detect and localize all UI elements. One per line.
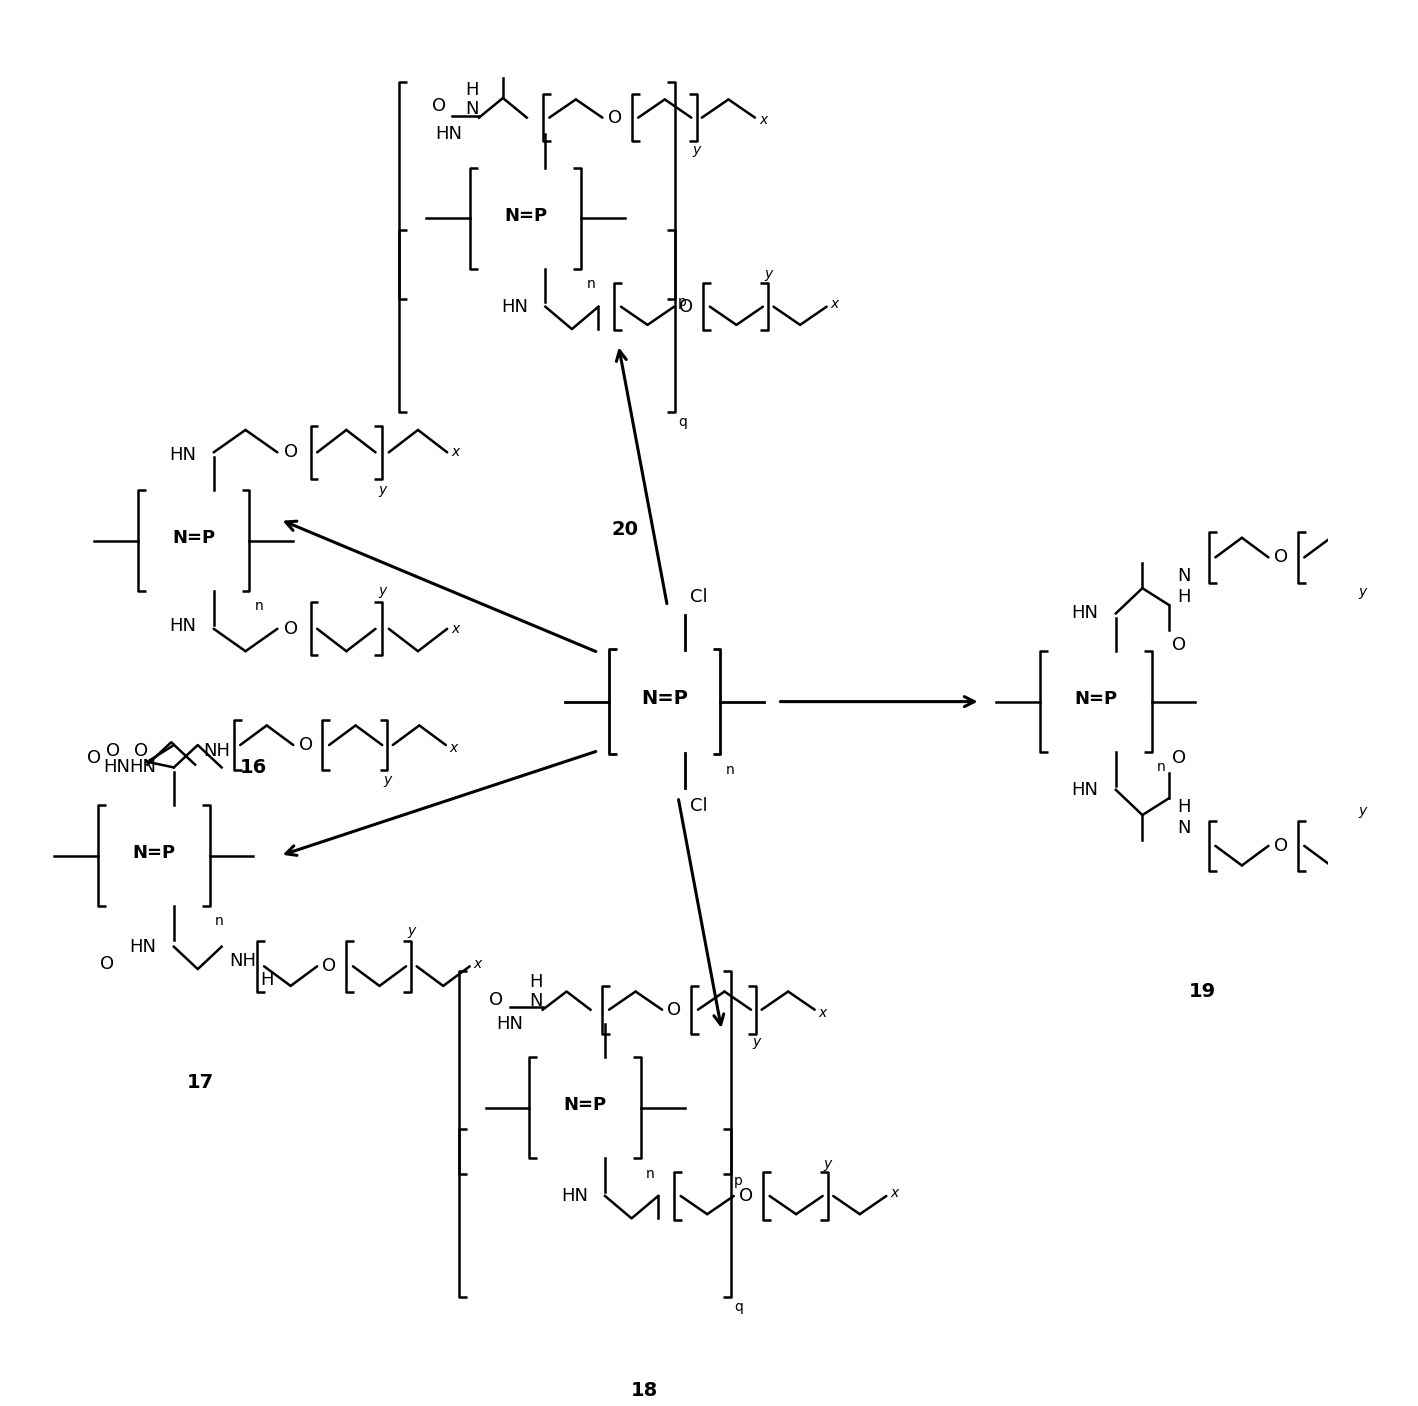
- Text: HN: HN: [129, 938, 156, 956]
- Text: O: O: [608, 108, 623, 127]
- Text: H: H: [529, 973, 543, 991]
- Text: q: q: [733, 1299, 743, 1313]
- Text: y: y: [1358, 585, 1367, 599]
- Text: 17: 17: [187, 1073, 214, 1091]
- Text: H: H: [1177, 797, 1190, 815]
- Text: x: x: [451, 621, 459, 636]
- Text: y: y: [379, 484, 386, 498]
- Text: y: y: [752, 1035, 760, 1049]
- Text: HN: HN: [169, 446, 197, 464]
- Text: O: O: [101, 955, 115, 973]
- Text: O: O: [133, 741, 147, 759]
- Text: N: N: [1177, 567, 1190, 585]
- Text: n: n: [216, 914, 224, 928]
- Text: O: O: [739, 1187, 753, 1205]
- Text: HN: HN: [501, 298, 527, 316]
- Text: 16: 16: [240, 758, 267, 776]
- Text: H: H: [1177, 588, 1190, 606]
- Text: N: N: [465, 100, 479, 118]
- Text: y: y: [824, 1157, 832, 1171]
- Text: n: n: [255, 599, 264, 613]
- Text: y: y: [1358, 804, 1367, 818]
- Text: n: n: [726, 763, 735, 778]
- Text: N=P: N=P: [503, 207, 547, 225]
- Text: HN: HN: [1072, 780, 1099, 799]
- Text: H: H: [259, 972, 274, 990]
- Text: 20: 20: [611, 520, 638, 538]
- Text: N=P: N=P: [1075, 690, 1117, 707]
- Text: n: n: [647, 1167, 655, 1181]
- Text: NH: NH: [230, 952, 257, 970]
- Text: x: x: [818, 1005, 827, 1019]
- Text: p: p: [733, 1174, 743, 1188]
- Text: O: O: [668, 1001, 682, 1019]
- Text: O: O: [299, 735, 313, 754]
- Text: O: O: [1273, 548, 1288, 567]
- Text: n: n: [587, 277, 596, 291]
- Text: HN: HN: [560, 1187, 588, 1205]
- Text: Cl: Cl: [691, 797, 708, 815]
- Text: O: O: [489, 991, 503, 1010]
- Text: x: x: [759, 114, 767, 128]
- Text: O: O: [322, 957, 336, 976]
- Text: HN: HN: [104, 758, 130, 776]
- Text: O: O: [86, 748, 101, 766]
- Text: N=P: N=P: [641, 689, 688, 709]
- Text: p: p: [678, 295, 686, 309]
- Text: O: O: [284, 620, 298, 638]
- Text: x: x: [831, 297, 839, 311]
- Text: O: O: [1171, 636, 1185, 654]
- Text: y: y: [407, 924, 415, 938]
- Text: O: O: [432, 97, 447, 115]
- Text: O: O: [106, 741, 121, 759]
- Text: N=P: N=P: [172, 529, 216, 547]
- Text: N=P: N=P: [563, 1095, 607, 1114]
- Text: x: x: [450, 741, 458, 755]
- Text: HN: HN: [1072, 605, 1099, 623]
- Text: y: y: [383, 773, 391, 787]
- Text: HN: HN: [435, 125, 462, 143]
- Text: y: y: [379, 583, 386, 598]
- Text: x: x: [891, 1187, 899, 1201]
- Text: Cl: Cl: [691, 588, 708, 606]
- Text: N=P: N=P: [132, 844, 176, 862]
- Text: 18: 18: [631, 1381, 658, 1400]
- Text: O: O: [1171, 749, 1185, 768]
- Text: NH: NH: [203, 741, 230, 759]
- Text: y: y: [692, 143, 700, 157]
- Text: n: n: [1157, 761, 1166, 775]
- Text: x: x: [451, 446, 459, 460]
- Text: HN: HN: [129, 758, 156, 776]
- Text: O: O: [284, 443, 298, 461]
- Text: y: y: [764, 267, 773, 281]
- Text: H: H: [465, 80, 479, 98]
- Text: 19: 19: [1188, 981, 1215, 1001]
- Text: HN: HN: [496, 1015, 523, 1033]
- Text: O: O: [679, 298, 693, 316]
- Text: N: N: [529, 993, 543, 1011]
- Text: q: q: [678, 415, 686, 429]
- Text: N: N: [1177, 818, 1190, 837]
- Text: HN: HN: [169, 617, 197, 636]
- Text: x: x: [474, 956, 482, 970]
- Text: O: O: [1273, 837, 1288, 855]
